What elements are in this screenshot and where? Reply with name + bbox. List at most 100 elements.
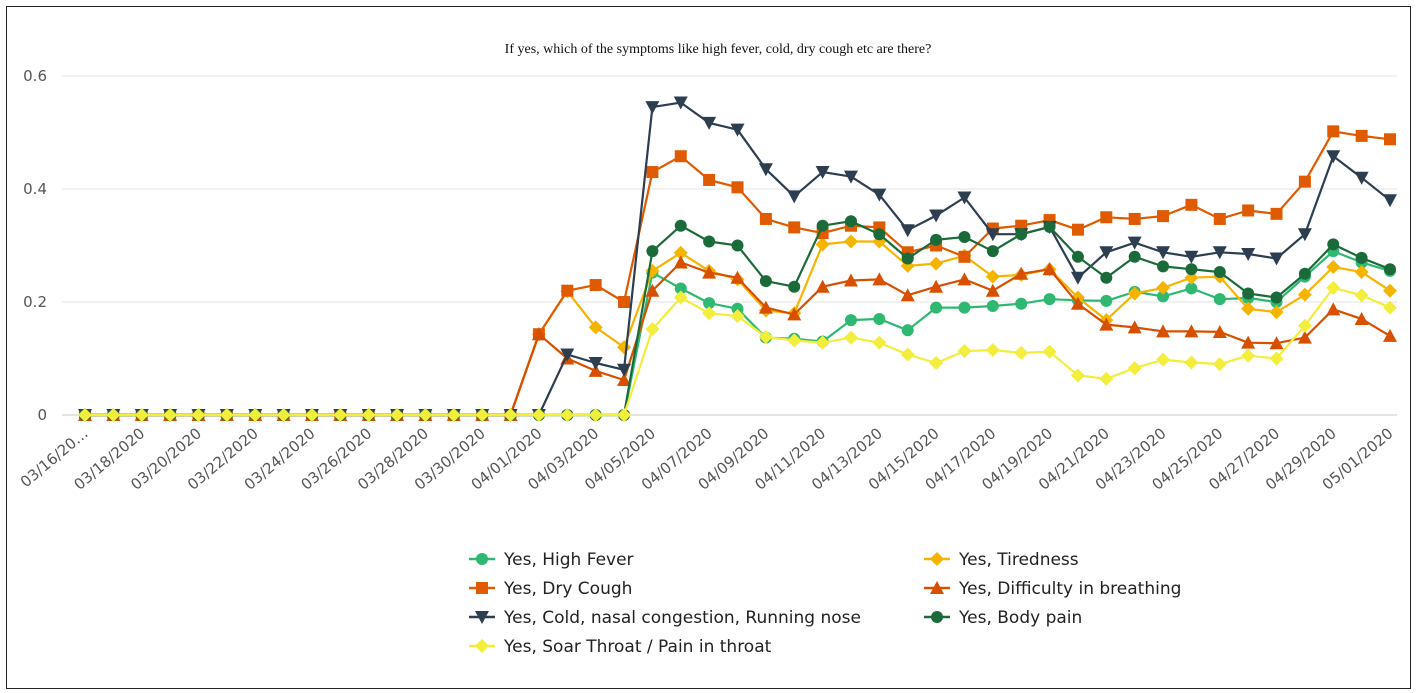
data-point	[873, 312, 886, 325]
data-point	[1327, 125, 1340, 138]
data-point	[1354, 288, 1369, 303]
data-point	[759, 275, 772, 288]
legend-marker	[475, 611, 489, 624]
legend-label: Yes, Cold, nasal congestion, Running nos…	[503, 608, 861, 628]
data-point	[1384, 133, 1396, 146]
legend-item[interactable]: Yes, Soar Throat / Pain in throat	[469, 637, 772, 657]
data-point	[815, 335, 830, 350]
data-point	[1127, 361, 1142, 376]
data-point	[929, 279, 944, 293]
data-point	[1100, 271, 1113, 284]
data-point	[1269, 305, 1284, 320]
legend-item[interactable]: Yes, Cold, nasal congestion, Running nos…	[469, 608, 861, 628]
data-point	[957, 344, 972, 359]
data-point	[1014, 266, 1029, 280]
legend-marker	[931, 611, 943, 623]
data-point	[1269, 252, 1284, 266]
data-point	[816, 219, 829, 232]
data-point	[1326, 280, 1341, 295]
data-point	[390, 408, 405, 422]
data-point	[1241, 301, 1256, 316]
data-point	[1070, 368, 1085, 383]
data-point	[702, 116, 717, 130]
data-point	[1184, 270, 1199, 285]
series-2	[78, 234, 1397, 422]
data-point	[1241, 247, 1256, 261]
data-point	[1042, 262, 1057, 276]
data-point	[1157, 260, 1170, 273]
legend-marker	[930, 581, 944, 594]
data-point	[1185, 282, 1198, 295]
data-point	[1212, 324, 1227, 338]
data-point	[673, 96, 688, 110]
data-point	[475, 408, 490, 422]
data-point	[930, 233, 943, 246]
data-point	[1099, 246, 1114, 260]
data-point	[1014, 345, 1029, 360]
legend-label: Yes, High Fever	[503, 550, 634, 570]
data-point	[958, 301, 971, 314]
data-point	[674, 282, 687, 295]
data-point	[1071, 250, 1084, 263]
data-point	[843, 330, 858, 345]
legend-item[interactable]: Yes, Body pain	[924, 608, 1082, 628]
data-point	[1157, 210, 1170, 223]
data-point	[1327, 238, 1340, 251]
data-point	[531, 408, 546, 422]
data-point	[929, 356, 944, 371]
data-point	[1184, 324, 1199, 338]
data-point	[1015, 228, 1028, 241]
data-point	[731, 239, 744, 252]
data-point	[844, 314, 857, 327]
data-point	[985, 269, 1000, 284]
data-point	[758, 330, 773, 345]
legend-item[interactable]: Yes, Difficulty in breathing	[924, 579, 1181, 599]
legend-label: Yes, Soar Throat / Pain in throat	[503, 637, 772, 657]
data-point	[703, 235, 716, 248]
data-point	[1043, 220, 1056, 233]
data-point	[1156, 324, 1171, 338]
data-point	[1326, 302, 1341, 316]
data-point	[560, 348, 575, 362]
data-point	[276, 408, 291, 422]
data-point	[1128, 212, 1141, 225]
legend-item[interactable]: Yes, Dry Cough	[469, 579, 632, 599]
data-point	[787, 307, 802, 321]
data-point	[673, 245, 688, 260]
data-point	[1213, 212, 1226, 225]
data-point	[618, 296, 631, 308]
data-point	[645, 322, 660, 337]
data-point	[361, 408, 376, 422]
legend-item[interactable]: Yes, Tiredness	[924, 550, 1079, 570]
legend-marker	[476, 553, 488, 565]
data-point	[617, 363, 632, 377]
data-point	[702, 306, 717, 321]
data-point	[1242, 204, 1255, 217]
data-point	[531, 327, 546, 341]
data-point	[1270, 291, 1283, 304]
legend-label: Yes, Tiredness	[958, 550, 1079, 570]
data-point	[901, 252, 914, 265]
legend-item[interactable]: Yes, High Fever	[469, 550, 634, 570]
data-point	[1042, 344, 1057, 359]
data-point	[673, 290, 688, 305]
series-line	[85, 101, 1391, 417]
data-point	[1212, 357, 1227, 372]
data-point	[730, 309, 745, 324]
chart-frame: If yes, which of the symptoms like high …	[6, 6, 1411, 689]
data-point	[1100, 294, 1113, 307]
data-point	[788, 221, 801, 234]
data-point	[1354, 265, 1369, 280]
data-point	[929, 209, 944, 223]
data-point	[674, 150, 687, 163]
y-tick-label: 0	[37, 406, 47, 424]
data-point	[731, 181, 744, 194]
data-point	[333, 408, 348, 422]
data-point	[503, 408, 518, 422]
data-point	[446, 408, 461, 422]
series-4	[78, 255, 1397, 421]
data-point	[248, 408, 263, 422]
data-point	[588, 320, 603, 335]
data-point	[731, 302, 744, 315]
data-point	[78, 408, 92, 422]
